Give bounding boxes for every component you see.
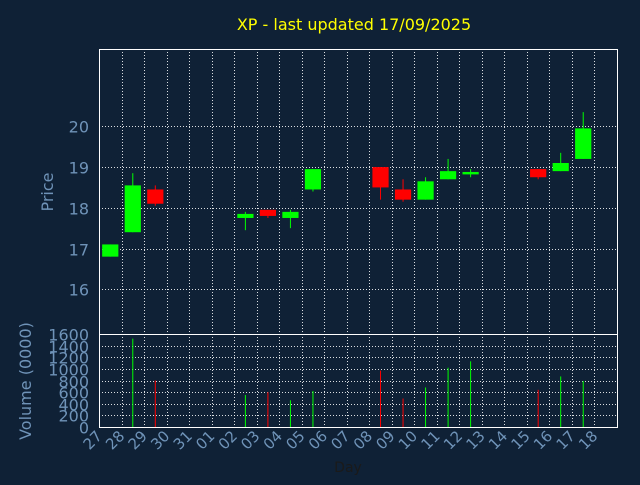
candle-body [575,128,592,159]
volume-grid [99,334,617,428]
volume-tick-label: 1400 [48,338,89,357]
panel-frames [99,49,618,428]
price-grid [99,49,617,334]
price-panel-frame [99,49,618,335]
candle-body [372,167,389,188]
candle-body [417,181,434,200]
volume-tick-label: 1000 [48,361,89,380]
candle-body [237,213,254,218]
price-axis-label: Price [38,172,57,211]
price-tick-label: 16 [69,281,89,300]
x-tick-labels: 2728293031010203040506070809101112131415… [80,427,602,453]
price-tick-label: 19 [69,159,89,178]
price-tick-label: 20 [69,118,89,137]
candle-body [147,189,164,204]
volume-tick-label: 200 [58,407,89,426]
price-tick-labels: 16 17 18 19 20 [69,118,89,300]
volume-axis-label: Volume (0000) [16,322,35,440]
x-axis-label: Day [334,460,362,476]
candle-body [394,189,412,200]
volume-tick-label: 800 [58,373,89,392]
candle-body [530,169,547,178]
volume-tick-label: 400 [58,396,89,415]
candle-body [462,171,479,175]
volume-tick-label: 600 [58,384,89,403]
candle-body [304,169,322,190]
candle-body [552,163,569,172]
candle-body [282,211,299,218]
candle-body [439,171,457,180]
x-tick-label: 18 [575,427,601,453]
candles-layer [102,112,592,257]
volume-bars-layer [132,338,584,427]
price-tick-label: 18 [69,200,89,219]
chart-title: XP - last updated 17/09/2025 [237,15,471,34]
price-tick-label: 17 [69,241,89,260]
candle-body [259,209,277,216]
volume-panel-frame [99,334,618,428]
volume-tick-label: 1200 [48,349,89,368]
volume-tick-label: 0 [79,419,89,438]
volume-tick-label: 1600 [48,326,89,345]
candle-body [124,185,141,233]
candle-body [102,244,119,257]
